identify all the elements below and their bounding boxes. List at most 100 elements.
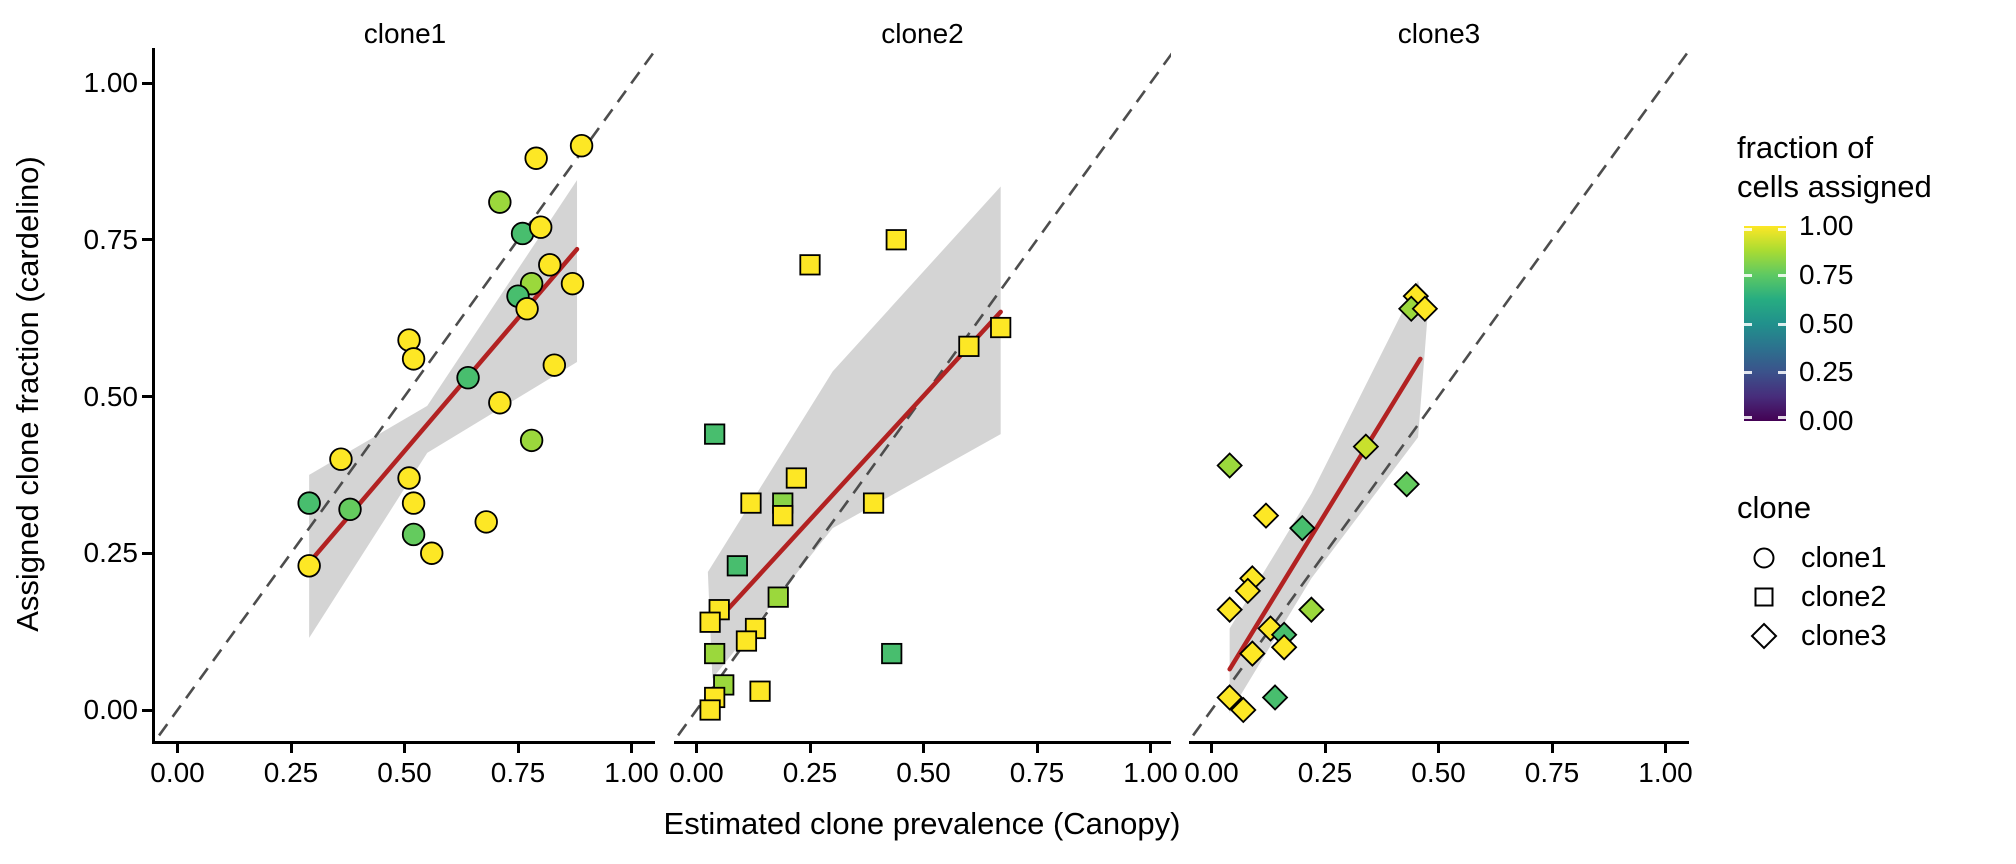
data-point-circle bbox=[456, 365, 480, 390]
x-axis-tick-label: 0.50 bbox=[896, 757, 951, 788]
x-axis-tick bbox=[630, 744, 633, 753]
data-point-square bbox=[767, 586, 789, 608]
y-axis-tick bbox=[142, 81, 152, 85]
x-axis-tick bbox=[289, 744, 293, 753]
data-point-circle bbox=[542, 353, 567, 377]
data-point-diamond bbox=[1261, 684, 1289, 711]
data-point-circle bbox=[401, 347, 426, 371]
x-axis-tick bbox=[1437, 744, 1440, 753]
data-point-circle bbox=[297, 491, 321, 515]
colorbar-tick-label: 0.50 bbox=[1799, 307, 1854, 339]
x-axis-tick-label: 0.25 bbox=[263, 757, 319, 788]
data-point-diamond bbox=[1216, 684, 1243, 711]
data-point-circle bbox=[524, 146, 548, 170]
colorbar-tick-left bbox=[1744, 322, 1752, 326]
x-axis-tick-label: 0.00 bbox=[150, 757, 205, 788]
colorbar-tick-left bbox=[1744, 416, 1752, 419]
x-axis-tick bbox=[808, 744, 812, 753]
data-point-diamond bbox=[1230, 696, 1257, 724]
x-axis-title: Estimated clone prevalence (Canopy) bbox=[663, 806, 1181, 841]
colorbar-tick-right bbox=[1778, 273, 1786, 277]
data-point-square bbox=[885, 229, 907, 251]
data-point-circle bbox=[397, 466, 421, 490]
panel-clone3 bbox=[1189, 48, 1689, 741]
y-axis-tick bbox=[142, 551, 152, 555]
data-point-circle bbox=[474, 510, 498, 534]
colorbar-tick-right bbox=[1778, 371, 1786, 375]
data-point-circle bbox=[401, 491, 426, 515]
colorbar-tick-label: 0.00 bbox=[1799, 405, 1854, 436]
x-axis-tick-label: 1.00 bbox=[1123, 757, 1178, 788]
circle-legend-symbol-icon bbox=[1753, 547, 1775, 569]
x-axis-tick-label: 0.00 bbox=[669, 757, 724, 788]
x-axis-tick bbox=[516, 744, 520, 753]
x-axis-tick bbox=[1550, 744, 1554, 753]
data-point-square bbox=[862, 492, 885, 514]
x-axis-tick bbox=[403, 744, 406, 753]
data-point-diamond bbox=[1289, 514, 1316, 542]
x-axis-line bbox=[674, 741, 1171, 744]
data-point-square bbox=[704, 423, 726, 445]
data-point-circle bbox=[329, 447, 353, 471]
x-axis-tick bbox=[1210, 744, 1213, 753]
facet-strip-clone2: clone2 bbox=[674, 17, 1171, 49]
data-point-circle bbox=[488, 391, 512, 415]
colorbar-tick-right bbox=[1778, 228, 1786, 231]
data-point-diamond bbox=[1252, 502, 1280, 529]
facet-strip-label: clone3 bbox=[1397, 17, 1481, 49]
data-point-circle bbox=[560, 271, 585, 296]
x-axis-tick-label: 0.75 bbox=[490, 757, 546, 788]
x-axis-tick bbox=[1149, 744, 1152, 753]
x-axis-tick-label: 0.75 bbox=[1009, 757, 1065, 788]
color-legend-title-line1: fraction of bbox=[1737, 130, 1874, 165]
x-axis-tick bbox=[1323, 744, 1327, 753]
data-point-diamond bbox=[1234, 577, 1262, 605]
diamond-legend-symbol-icon bbox=[1750, 622, 1778, 650]
identity-line bbox=[155, 48, 655, 741]
data-point-diamond bbox=[1270, 634, 1298, 661]
data-point-diamond bbox=[1216, 452, 1243, 479]
y-axis-tick-label: 0.75 bbox=[83, 223, 139, 255]
panel-clone1 bbox=[155, 48, 655, 741]
colorbar-tick-left bbox=[1744, 273, 1752, 277]
data-point-circle bbox=[519, 428, 544, 453]
colorbar-tick-label: 1.00 bbox=[1799, 210, 1854, 241]
x-axis-tick bbox=[1035, 744, 1039, 753]
shape-legend-item-label: clone1 bbox=[1801, 542, 1887, 574]
data-point-diamond bbox=[1352, 433, 1380, 460]
data-point-diamond bbox=[1298, 596, 1325, 623]
data-point-square bbox=[699, 699, 721, 721]
data-point-circle bbox=[515, 297, 539, 321]
colorbar-tick-label: 0.75 bbox=[1799, 258, 1854, 290]
data-point-circle bbox=[401, 522, 426, 547]
colorbar-tick-right bbox=[1778, 322, 1786, 326]
y-axis-tick bbox=[142, 708, 152, 712]
data-point-square bbox=[735, 630, 758, 652]
panel-clone2 bbox=[674, 52, 1171, 741]
data-point-circle bbox=[488, 190, 512, 214]
x-axis-tick-label: 0.75 bbox=[1524, 757, 1580, 788]
data-point-circle bbox=[538, 253, 562, 277]
facet-strip-clone3: clone3 bbox=[1189, 17, 1689, 49]
data-point-square bbox=[772, 505, 794, 527]
data-point-circle bbox=[297, 554, 321, 578]
data-point-circle bbox=[420, 541, 444, 565]
x-axis-tick-label: 0.25 bbox=[782, 757, 838, 788]
data-point-circle bbox=[569, 133, 594, 158]
x-axis-tick bbox=[1664, 744, 1667, 753]
square-legend-symbol-icon bbox=[1754, 587, 1774, 607]
shape-legend-item-label: clone2 bbox=[1801, 581, 1887, 613]
facet-strip-label: clone2 bbox=[881, 17, 964, 49]
circle-glyph bbox=[1753, 547, 1775, 569]
data-point-square bbox=[699, 611, 721, 633]
colorbar-tick-left bbox=[1744, 371, 1752, 375]
y-axis-tick-label: 0.50 bbox=[83, 380, 139, 412]
y-axis-title: Assigned clone fraction (cardelino) bbox=[10, 156, 45, 632]
facet-strip-clone1: clone1 bbox=[155, 18, 655, 49]
y-axis-tick bbox=[142, 395, 152, 398]
data-point-circle bbox=[338, 497, 362, 522]
data-point-square bbox=[704, 642, 726, 665]
data-point-square bbox=[749, 680, 771, 702]
y-axis-line bbox=[152, 48, 155, 744]
